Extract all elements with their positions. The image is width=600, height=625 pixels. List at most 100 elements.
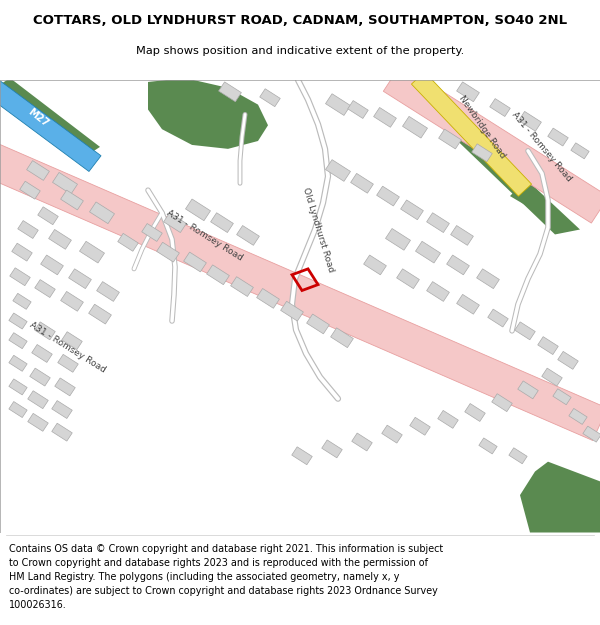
Polygon shape bbox=[32, 344, 52, 362]
Polygon shape bbox=[350, 173, 373, 193]
Polygon shape bbox=[322, 440, 342, 458]
Polygon shape bbox=[451, 226, 473, 246]
Text: COTTARS, OLD LYNDHURST ROAD, CADNAM, SOUTHAMPTON, SO40 2NL: COTTARS, OLD LYNDHURST ROAD, CADNAM, SOU… bbox=[33, 14, 567, 28]
Polygon shape bbox=[218, 82, 241, 102]
Polygon shape bbox=[12, 243, 32, 261]
Polygon shape bbox=[9, 401, 27, 418]
Polygon shape bbox=[446, 255, 469, 275]
Polygon shape bbox=[9, 332, 27, 349]
Polygon shape bbox=[41, 255, 64, 275]
Polygon shape bbox=[492, 394, 512, 412]
Polygon shape bbox=[68, 269, 91, 289]
Polygon shape bbox=[211, 213, 233, 232]
Polygon shape bbox=[157, 242, 179, 262]
Polygon shape bbox=[118, 233, 138, 251]
Polygon shape bbox=[206, 265, 229, 284]
Polygon shape bbox=[439, 129, 461, 149]
Polygon shape bbox=[58, 354, 78, 372]
Polygon shape bbox=[0, 78, 100, 157]
Polygon shape bbox=[13, 293, 31, 309]
Polygon shape bbox=[397, 269, 419, 289]
Polygon shape bbox=[148, 78, 268, 149]
Polygon shape bbox=[35, 279, 55, 298]
Polygon shape bbox=[61, 291, 83, 311]
Polygon shape bbox=[457, 294, 479, 314]
Polygon shape bbox=[518, 381, 538, 399]
Polygon shape bbox=[80, 241, 104, 263]
Polygon shape bbox=[538, 337, 558, 354]
Polygon shape bbox=[236, 226, 259, 246]
Polygon shape bbox=[28, 391, 48, 409]
Polygon shape bbox=[30, 368, 50, 386]
Polygon shape bbox=[364, 255, 386, 275]
Polygon shape bbox=[164, 213, 187, 232]
Polygon shape bbox=[374, 107, 397, 127]
Polygon shape bbox=[260, 89, 280, 107]
Polygon shape bbox=[403, 116, 427, 138]
Polygon shape bbox=[476, 269, 499, 289]
Text: A31 - Romsey Road: A31 - Romsey Road bbox=[511, 111, 574, 184]
Polygon shape bbox=[62, 332, 82, 349]
Text: Newbridge Road: Newbridge Road bbox=[457, 94, 507, 160]
Polygon shape bbox=[465, 404, 485, 421]
Polygon shape bbox=[488, 309, 508, 327]
Polygon shape bbox=[89, 202, 115, 224]
Polygon shape bbox=[542, 368, 562, 386]
Polygon shape bbox=[326, 94, 350, 116]
Polygon shape bbox=[49, 229, 71, 249]
Polygon shape bbox=[401, 200, 424, 220]
Polygon shape bbox=[377, 186, 400, 206]
Polygon shape bbox=[53, 173, 77, 194]
Polygon shape bbox=[9, 313, 27, 329]
Polygon shape bbox=[52, 423, 72, 441]
Polygon shape bbox=[26, 161, 49, 181]
Polygon shape bbox=[352, 433, 372, 451]
Polygon shape bbox=[326, 159, 350, 181]
Polygon shape bbox=[548, 128, 568, 146]
Polygon shape bbox=[583, 426, 600, 442]
Polygon shape bbox=[292, 447, 312, 465]
Polygon shape bbox=[28, 413, 48, 431]
Text: A31 - Romsey Road: A31 - Romsey Road bbox=[166, 208, 245, 262]
Polygon shape bbox=[89, 304, 112, 324]
Polygon shape bbox=[518, 111, 541, 131]
Polygon shape bbox=[412, 72, 532, 196]
Polygon shape bbox=[382, 425, 402, 443]
Polygon shape bbox=[383, 65, 600, 223]
Polygon shape bbox=[18, 221, 38, 239]
Polygon shape bbox=[142, 224, 162, 241]
Polygon shape bbox=[427, 282, 449, 301]
Text: Old Lyndhurst Road: Old Lyndhurst Road bbox=[301, 186, 335, 273]
Polygon shape bbox=[410, 418, 430, 435]
Polygon shape bbox=[9, 379, 27, 395]
Polygon shape bbox=[10, 268, 30, 286]
Polygon shape bbox=[392, 78, 580, 234]
Polygon shape bbox=[184, 252, 206, 272]
Polygon shape bbox=[331, 328, 353, 348]
Polygon shape bbox=[510, 183, 545, 208]
Polygon shape bbox=[0, 74, 101, 171]
Polygon shape bbox=[9, 355, 27, 371]
Polygon shape bbox=[416, 241, 440, 263]
Polygon shape bbox=[230, 277, 253, 296]
Polygon shape bbox=[35, 322, 55, 340]
Text: Contains OS data © Crown copyright and database right 2021. This information is : Contains OS data © Crown copyright and d… bbox=[9, 544, 443, 609]
Polygon shape bbox=[307, 314, 329, 334]
Polygon shape bbox=[257, 289, 280, 308]
Polygon shape bbox=[427, 213, 449, 232]
Polygon shape bbox=[509, 448, 527, 464]
Polygon shape bbox=[386, 229, 410, 250]
Text: A31 - Romsey Road: A31 - Romsey Road bbox=[28, 321, 107, 374]
Polygon shape bbox=[457, 82, 479, 102]
Polygon shape bbox=[281, 301, 304, 321]
Polygon shape bbox=[0, 134, 600, 441]
Polygon shape bbox=[97, 282, 119, 301]
Polygon shape bbox=[472, 144, 492, 162]
Polygon shape bbox=[55, 378, 75, 396]
Polygon shape bbox=[571, 143, 589, 159]
Polygon shape bbox=[20, 181, 40, 199]
Text: M27: M27 bbox=[26, 106, 50, 129]
Text: Map shows position and indicative extent of the property.: Map shows position and indicative extent… bbox=[136, 46, 464, 56]
Polygon shape bbox=[185, 199, 211, 221]
Polygon shape bbox=[553, 389, 571, 405]
